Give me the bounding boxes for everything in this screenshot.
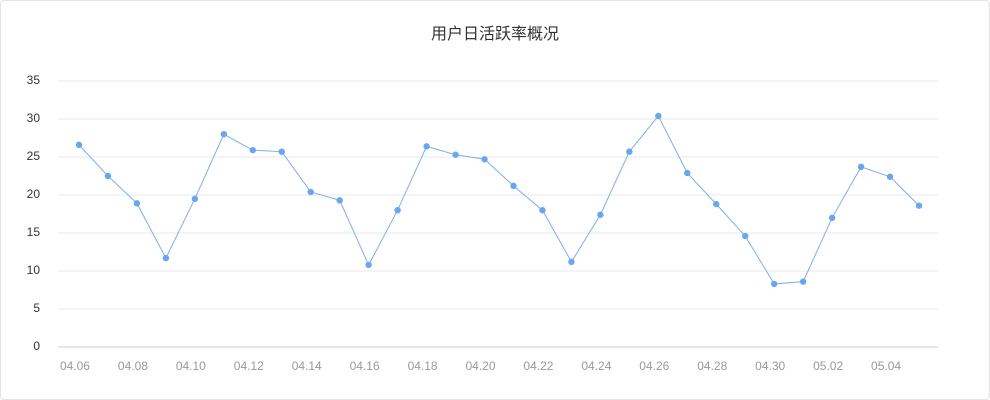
data-point (278, 148, 285, 155)
x-tick-label: 04.28 (697, 359, 727, 373)
x-tick-label: 04.30 (755, 359, 785, 373)
data-point (191, 195, 199, 202)
x-tick-label: 04.08 (118, 359, 148, 373)
data-point (104, 172, 112, 180)
y-tick-label: 35 (27, 73, 41, 87)
y-tick-label: 20 (27, 187, 41, 201)
data-point (655, 112, 662, 120)
data-point (770, 280, 778, 288)
x-tick-label: 04.24 (581, 359, 611, 373)
data-point (510, 182, 517, 190)
data-point (249, 146, 256, 154)
x-tick-label: 04.26 (639, 359, 669, 373)
data-point (452, 151, 459, 158)
y-tick-label: 0 (33, 339, 40, 353)
data-point (597, 211, 604, 218)
x-tick-label: 04.10 (176, 359, 206, 373)
data-point (857, 163, 865, 171)
data-point (423, 143, 430, 150)
x-tick-label: 04.22 (523, 359, 553, 373)
data-point (394, 207, 401, 214)
y-tick-label: 10 (27, 263, 41, 277)
data-point (539, 207, 546, 214)
data-point (336, 197, 343, 204)
chart-title: 用户日活跃率概况 (431, 25, 559, 43)
data-point (220, 131, 228, 138)
data-point (162, 254, 170, 262)
data-point (133, 200, 141, 207)
data-point (626, 148, 633, 155)
data-point (307, 188, 314, 196)
data-point (713, 200, 720, 208)
x-tick-label: 05.04 (871, 359, 901, 373)
x-tick-label: 05.02 (813, 359, 843, 373)
data-point (828, 214, 836, 221)
x-tick-label: 04.12 (234, 359, 264, 373)
data-point (568, 258, 575, 266)
y-tick-label: 30 (27, 111, 41, 125)
x-tick-label: 04.20 (466, 359, 496, 373)
y-tick-label: 15 (27, 225, 41, 239)
data-point (799, 278, 807, 285)
data-point (915, 202, 923, 209)
data-point (481, 156, 488, 163)
data-point (365, 261, 372, 269)
data-point (742, 232, 749, 240)
y-tick-label: 5 (33, 301, 40, 315)
x-tick-label: 04.06 (60, 359, 90, 373)
data-point (75, 141, 83, 149)
series-line (78, 115, 920, 285)
x-tick-label: 04.18 (408, 359, 438, 373)
y-tick-label: 25 (27, 149, 41, 163)
data-point (684, 169, 691, 177)
x-tick-label: 04.14 (292, 359, 322, 373)
data-point (886, 173, 894, 180)
x-tick-label: 04.16 (350, 359, 380, 373)
